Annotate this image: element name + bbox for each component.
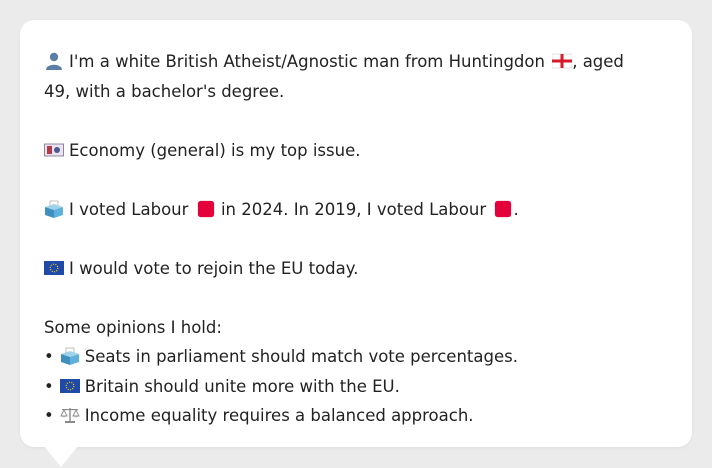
opinion-text: Income equality requires a balanced appr… (84, 406, 474, 425)
intro-text-continued: , aged 49, with a bachelor's degree. (44, 52, 624, 101)
issue-paragraph: Economy (general) is my top issue. (44, 136, 654, 166)
eu-flag-icon (44, 259, 64, 277)
person-icon (44, 52, 64, 70)
top-issue-text: Economy (general) is my top issue. (69, 140, 361, 160)
intro-paragraph: I'm a white British Atheist/Agnostic man… (44, 47, 654, 106)
opinions-heading: Some opinions I hold: (44, 317, 222, 337)
persona-description: I'm a white British Atheist/Agnostic man… (44, 47, 654, 431)
list-item: • Seats in parliament should match vote … (44, 342, 654, 372)
red-square-icon (493, 200, 513, 218)
opinion-text: Britain should unite more with the EU. (84, 376, 400, 396)
bubble-tail (44, 446, 78, 467)
bullet-icon: • (44, 376, 54, 396)
persona-message-bubble: I'm a white British Atheist/Agnostic man… (20, 20, 692, 447)
list-item: • Income equality requires a balanced ap… (44, 401, 654, 431)
scales-icon (60, 406, 80, 424)
intro-text: I'm a white British Atheist/Agnostic man… (69, 52, 545, 71)
list-item: • Britain should unite more with the EU. (44, 372, 654, 402)
eu-text: I would vote to rejoin the EU today. (69, 258, 359, 278)
eu-flag-icon (59, 377, 80, 395)
vote-2024-text: I voted Labour (69, 199, 189, 219)
bullet-icon: • (44, 347, 54, 366)
vote-2019-text: in 2024. In 2019, I voted Labour (220, 199, 487, 219)
vote-paragraph: I voted Labour in 2024. In 2019, I voted… (44, 195, 654, 225)
vote-end-text: . (513, 199, 519, 219)
england-flag-icon (552, 52, 573, 70)
eu-paragraph: I would vote to rejoin the EU today. (44, 254, 654, 284)
opinion-text: Seats in parliament should match vote pe… (84, 347, 518, 366)
ballot-box-icon (60, 347, 80, 365)
banknote-icon (44, 141, 64, 159)
red-square-icon (196, 200, 216, 218)
ballot-box-icon (44, 200, 64, 218)
bullet-icon: • (44, 406, 54, 425)
